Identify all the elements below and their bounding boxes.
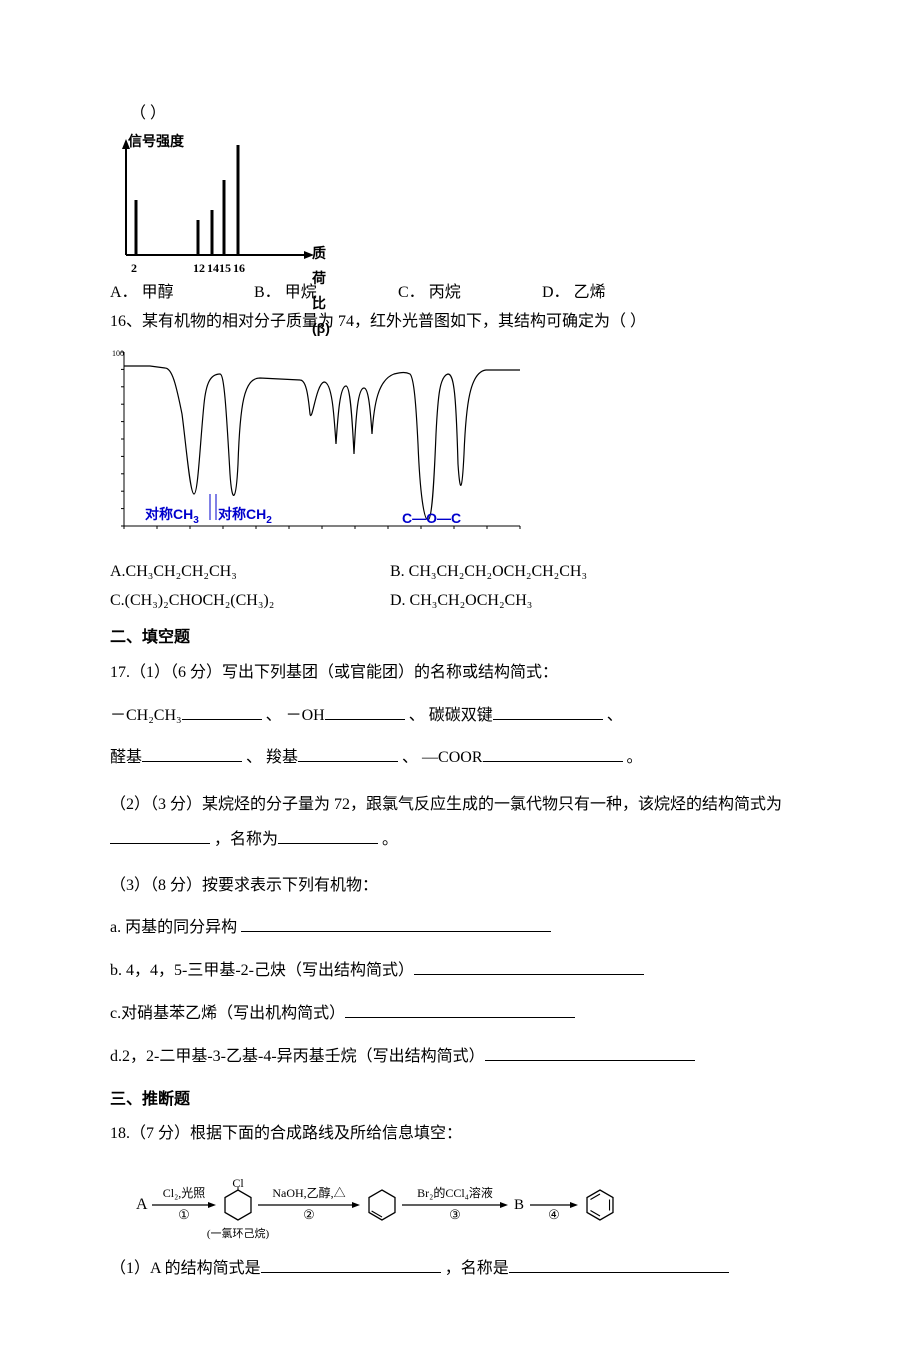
ms-tick: 12 xyxy=(193,258,205,280)
q16-optA: A.CH₃CH₂CH₂CH₃ xyxy=(110,558,390,587)
q17-l3-end: 。 xyxy=(627,749,643,766)
q18-part1: （1）A 的结构简式是 ，名称是 xyxy=(110,1255,810,1284)
q15-optA: 甲醇 xyxy=(142,284,174,301)
ms-tick: 15 xyxy=(219,258,231,280)
q17-l3-b: 、 羧基 xyxy=(246,749,298,766)
q16-stem: 16、某有机物的相对分子质量为 74，红外光普图如下，其结构可确定为（ ） xyxy=(110,308,810,337)
q16-options: A.CH₃CH₂CH₂CH₃ B. CH₃CH₂CH₂OCH₂CH₂CH₃ C.… xyxy=(110,558,810,616)
q17-l2-a: －CH₂CH₃ xyxy=(110,707,182,724)
q17-c: c.对硝基苯乙烯（写出机构简式） xyxy=(110,1000,810,1029)
q15-paren: （ ） xyxy=(130,100,810,129)
svg-text:②: ② xyxy=(303,1207,315,1222)
blank xyxy=(325,702,405,720)
svg-text:A: A xyxy=(136,1196,148,1213)
q17-l3-c: 、 —COOR xyxy=(402,749,482,766)
q16-optD: D. CH₃CH₂OCH₂CH₃ xyxy=(390,587,670,616)
q17-p2-b: ，名称为 xyxy=(214,831,278,848)
section2-heading: 二、填空题 xyxy=(110,624,810,653)
q17-line1: 17.（1）（6 分）写出下列基团（或官能团）的名称或结构简式： xyxy=(110,659,810,688)
ms-tick: 16 xyxy=(233,258,245,280)
q18-stem: 18.（7 分）根据下面的合成路线及所给信息填空： xyxy=(110,1120,810,1149)
blank xyxy=(298,745,398,763)
q17-a: a. 丙基的同分异构 xyxy=(110,914,810,943)
q17-line2: －CH₂CH₃ 、 －OH 、 碳碳双键 、 xyxy=(110,702,810,731)
q17-b: b. 4，4，5-三甲基-2-己炔（写出结构简式） xyxy=(110,957,810,986)
ms-tick: 14 xyxy=(207,258,219,280)
q15-optD: 乙烯 xyxy=(574,284,606,301)
q17-c-text: c.对硝基苯乙烯（写出机构简式） xyxy=(110,1005,345,1022)
svg-text:Cl₂,光照: Cl₂,光照 xyxy=(163,1186,206,1200)
q17-d-text: d.2，2-二甲基-3-乙基-4-异丙基壬烷（写出结构简式） xyxy=(110,1048,485,1065)
svg-text:Br₂的CCl₄溶液: Br₂的CCl₄溶液 xyxy=(417,1185,493,1200)
svg-text:NaOH,乙醇,△: NaOH,乙醇,△ xyxy=(272,1185,345,1200)
q17-part2: （2）（3 分）某烷烃的分子量为 72，跟氯气反应生成的一氯代物只有一种，该烷烃… xyxy=(110,787,810,857)
q15-optC: 丙烷 xyxy=(429,284,461,301)
blank xyxy=(483,745,623,763)
blank xyxy=(509,1256,729,1274)
ir-label-coc: C—O—C xyxy=(402,506,461,531)
q18-p1-b: ，名称是 xyxy=(445,1260,509,1277)
scheme-svg: ACl₂,光照①Cl(一氯环己烷)NaOH,乙醇,△②Br₂的CCl₄溶液③B④ xyxy=(130,1161,690,1241)
q16-optB: B. CH₃CH₂CH₂OCH₂CH₂CH₃ xyxy=(390,558,670,587)
svg-text:③: ③ xyxy=(449,1207,461,1222)
q17-l2-c: 、 碳碳双键 xyxy=(409,707,493,724)
ms-svg xyxy=(110,133,330,273)
q18-p1-a: （1）A 的结构简式是 xyxy=(110,1260,261,1277)
blank xyxy=(485,1043,695,1061)
svg-text:④: ④ xyxy=(548,1207,560,1222)
blank xyxy=(182,702,262,720)
svg-text:(一氯环己烷): (一氯环己烷) xyxy=(207,1226,270,1240)
ms-x-label: 质荷比(β) xyxy=(312,241,330,342)
blank xyxy=(493,702,603,720)
blank xyxy=(261,1256,441,1274)
q16-optC: C.(CH₃)₂CHOCH₂(CH₃)₂ xyxy=(110,587,390,616)
q17-a-text: a. 丙基的同分异构 xyxy=(110,919,241,936)
mass-spectrum-chart: 信号强度 质荷比(β) 212141516 xyxy=(110,133,330,273)
q17-l3-a: 醛基 xyxy=(110,749,142,766)
q17-l2-b: 、 －OH xyxy=(266,707,325,724)
ir-spectrum-chart: 100 对称CH3 对称CH2 C—O—C xyxy=(110,344,530,554)
ir-label-ch3: 对称CH3 xyxy=(145,502,199,530)
q17-line3: 醛基 、 羧基 、 —COOR 。 xyxy=(110,744,810,773)
blank xyxy=(142,745,242,763)
blank xyxy=(345,1000,575,1018)
q17-part3: （3）（8 分）按要求表示下列有机物： xyxy=(110,872,810,901)
svg-text:B: B xyxy=(514,1197,524,1213)
section3-heading: 三、推断题 xyxy=(110,1086,810,1115)
q17-p2-c: 。 xyxy=(382,831,398,848)
q17-b-text: b. 4，4，5-三甲基-2-己炔（写出结构简式） xyxy=(110,962,414,979)
q15-options: A． 甲醇 B． 甲烷 C． 丙烷 D． 乙烯 xyxy=(110,279,810,308)
blank xyxy=(414,958,644,976)
svg-text:①: ① xyxy=(178,1207,190,1222)
blank xyxy=(241,915,551,933)
blank xyxy=(110,827,210,845)
q17-l2-end: 、 xyxy=(607,707,623,724)
svg-text:100: 100 xyxy=(112,349,124,358)
blank xyxy=(278,827,378,845)
ms-tick: 2 xyxy=(131,258,137,280)
reaction-scheme: ACl₂,光照①Cl(一氯环己烷)NaOH,乙醇,△②Br₂的CCl₄溶液③B④ xyxy=(130,1161,810,1241)
q17-d: d.2，2-二甲基-3-乙基-4-异丙基壬烷（写出结构简式） xyxy=(110,1043,810,1072)
q17-p2-a: （2）（3 分）某烷烃的分子量为 72，跟氯气反应生成的一氯代物只有一种，该烷烃… xyxy=(110,796,782,813)
ir-label-ch2: 对称CH2 xyxy=(218,502,272,530)
